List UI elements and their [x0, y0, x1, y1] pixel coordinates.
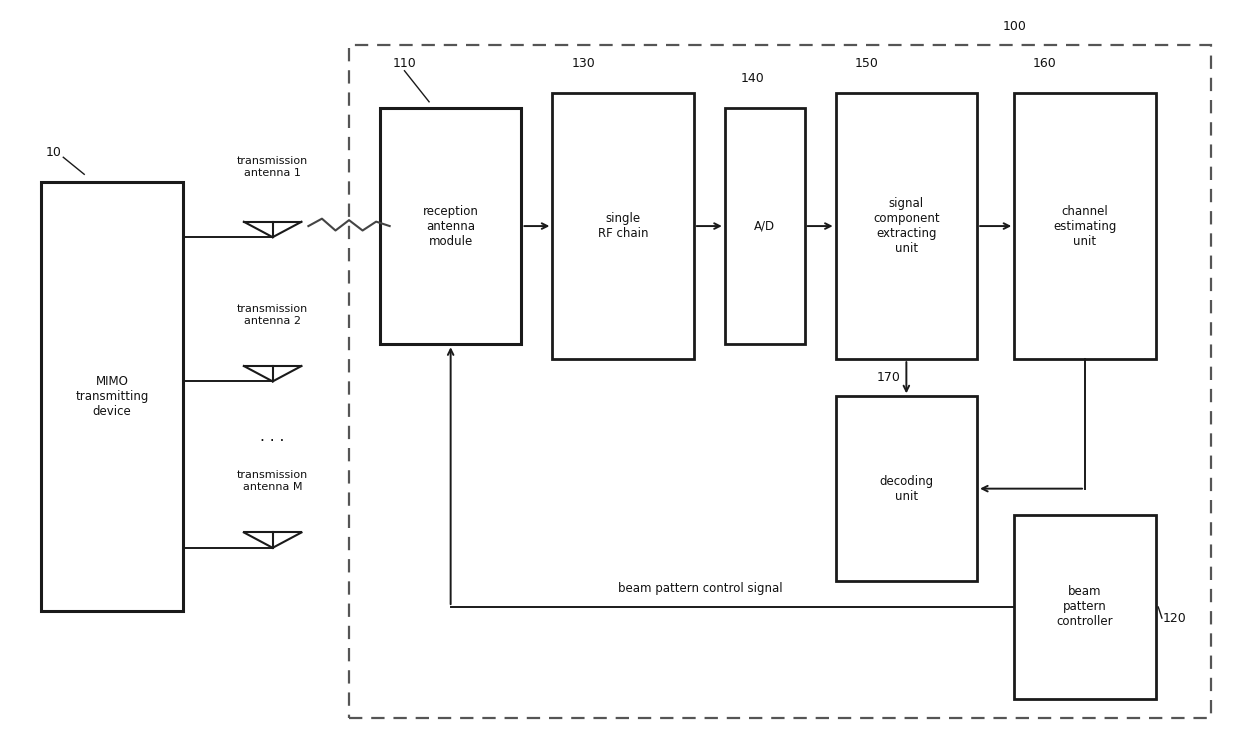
Text: . . .: . . . [260, 429, 285, 444]
Text: channel
estimating
unit: channel estimating unit [1053, 204, 1117, 248]
Bar [348, 45, 1211, 718]
Text: single
RF chain: single RF chain [598, 212, 649, 240]
Text: reception
antenna
module: reception antenna module [423, 204, 479, 248]
Bar [552, 93, 694, 359]
Bar [379, 108, 522, 344]
Text: transmission
antenna 1: transmission antenna 1 [237, 156, 309, 178]
Bar [1014, 515, 1156, 699]
Text: 130: 130 [572, 57, 595, 70]
Text: transmission
antenna M: transmission antenna M [237, 470, 309, 492]
Bar [836, 93, 977, 359]
Bar [41, 182, 182, 610]
Text: 110: 110 [393, 57, 417, 70]
Text: beam
pattern
controller: beam pattern controller [1056, 586, 1114, 628]
Bar [836, 396, 977, 581]
Bar [1014, 93, 1156, 359]
Text: beam pattern control signal: beam pattern control signal [618, 582, 782, 595]
Bar [724, 108, 805, 344]
Text: decoding
unit: decoding unit [879, 475, 934, 503]
Text: 160: 160 [1033, 57, 1056, 70]
Text: 100: 100 [1002, 20, 1025, 33]
Text: 140: 140 [742, 72, 765, 85]
Text: transmission
antenna 2: transmission antenna 2 [237, 304, 309, 325]
Text: A/D: A/D [754, 220, 775, 233]
Text: signal
component
extracting
unit: signal component extracting unit [873, 197, 940, 255]
Text: 10: 10 [46, 146, 61, 159]
Text: MIMO
transmitting
device: MIMO transmitting device [76, 375, 149, 417]
Text: 120: 120 [1162, 612, 1187, 625]
Text: 170: 170 [877, 371, 900, 384]
Text: 150: 150 [854, 57, 878, 70]
